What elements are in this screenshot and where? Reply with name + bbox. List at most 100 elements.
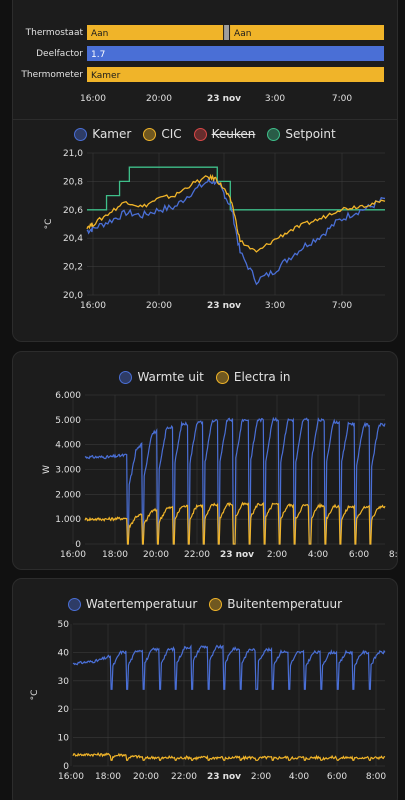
y-tick-label: 20,2 [63, 263, 83, 273]
water-temperature-chart[interactable]: 50 40 30 20 10 016:00 18:00 20:00 22:00 23 nov 2:0… [13, 579, 398, 800]
x-tick-label: 18:00 [102, 550, 128, 560]
chart1-legend: Kamer CIC Keuken Setpoint [13, 127, 397, 141]
x-tick-label: 22:00 [184, 550, 210, 560]
y-axis-label: °C [44, 219, 54, 230]
y-tick-label: 20,0 [63, 291, 83, 301]
x-tick-label: 20:00 [133, 772, 159, 782]
timeline-tick-label: 16:00 [80, 94, 106, 104]
y-tick-label: 5.000 [55, 416, 81, 426]
x-tick-label: 16:00 [80, 301, 106, 311]
legend-label: CIC [161, 127, 182, 141]
power-chart[interactable]: 6.000 5.000 4.000 3.000 2.000 1.000 016:00 18:0… [13, 352, 398, 570]
timeline-segment [224, 25, 230, 40]
timeline-segment-label: Kamer [91, 71, 121, 81]
series-line-cic [86, 173, 386, 253]
y-tick-label: 6.000 [55, 391, 81, 401]
series-line-electra-in [84, 501, 386, 545]
x-tick-label: 23 nov [207, 772, 241, 782]
y-tick-label: 20 [58, 705, 70, 715]
legend-item-warmte-uit[interactable]: Warmte uit [119, 370, 204, 384]
y-tick-label: 0 [63, 762, 69, 772]
legend-dot-icon [267, 127, 281, 141]
timeline-segment-label: Aan [234, 29, 251, 39]
timeline-tick-label: 7:00 [332, 94, 352, 104]
timeline-segment-label: Aan [91, 29, 108, 39]
legend-dot-icon [74, 127, 88, 141]
y-tick-label: 21,0 [63, 149, 83, 159]
chart3-legend: Watertemperatuur Buitentemperatuur [13, 597, 397, 611]
legend-dot-icon [143, 127, 157, 141]
y-tick-label: 20,8 [63, 177, 83, 187]
timeline-segment [87, 46, 384, 61]
y-tick-label: 4.000 [55, 441, 81, 451]
y-tick-label: 1.000 [55, 515, 81, 525]
x-tick-label: 23 nov [207, 301, 241, 311]
legend-item-electra-in[interactable]: Electra in [215, 370, 291, 384]
x-tick-label: 4:00 [289, 772, 309, 782]
timeline-segment [230, 25, 384, 40]
y-tick-label: 50 [58, 620, 70, 630]
timeline-row-label: Thermometer [20, 70, 83, 80]
timeline-row-label: Thermostaat [25, 28, 84, 38]
legend-label: Buitentemperatuur [227, 597, 343, 611]
legend-label: Electra in [233, 370, 291, 384]
legend-item-kamer[interactable]: Kamer [74, 127, 131, 141]
x-tick-label: 22:00 [171, 772, 197, 782]
y-axis-label: W [42, 465, 52, 474]
timeline-segment [87, 25, 224, 40]
legend-label: Keuken [211, 127, 256, 141]
x-tick-label: 6:00 [349, 550, 369, 560]
x-tick-label: 6:00 [327, 772, 347, 782]
timeline-row-label: Deelfactor [36, 49, 83, 59]
x-tick-label: 7:00 [332, 301, 352, 311]
y-tick-label: 20,6 [63, 206, 83, 216]
x-tick-label: 20:00 [143, 550, 169, 560]
power-card: Warmte uit Electra in 6.000 5.000 4.000 3.00… [12, 351, 398, 570]
y-tick-label: 0 [75, 540, 81, 550]
x-tick-label: 20:00 [146, 301, 172, 311]
legend-dot-icon [215, 370, 229, 384]
legend-item-keuken[interactable]: Keuken [193, 127, 256, 141]
timeline-tick-label: 20:00 [146, 94, 172, 104]
y-tick-label: 10 [58, 734, 70, 744]
legend-item-cic[interactable]: CIC [143, 127, 182, 141]
y-tick-label: 2.000 [55, 490, 81, 500]
card-divider [13, 119, 397, 120]
series-line-watertemperatuur [72, 644, 386, 690]
series-line-setpoint [87, 166, 385, 211]
thermostat-card: Thermostaat Aan Aan Deelfactor 1.7 Thermomete… [12, 0, 398, 342]
legend-label: Watertemperatuur [85, 597, 198, 611]
y-tick-label: 30 [58, 677, 70, 687]
legend-label: Warmte uit [137, 370, 204, 384]
series-line-buitentemperatuur [72, 751, 386, 761]
x-tick-label: 16:00 [58, 772, 84, 782]
y-axis-label: °C [30, 690, 40, 701]
y-tick-label: 40 [58, 648, 70, 658]
timeline-segment-label: 1.7 [91, 50, 105, 60]
x-tick-label: 2:00 [267, 550, 287, 560]
x-tick-label: 4:00 [308, 550, 328, 560]
legend-item-watertemperatuur[interactable]: Watertemperatuur [67, 597, 198, 611]
legend-dot-icon [67, 597, 81, 611]
legend-item-buitentemperatuur[interactable]: Buitentemperatuur [209, 597, 342, 611]
legend-item-setpoint[interactable]: Setpoint [267, 127, 336, 141]
x-tick-label: 2:00 [251, 772, 271, 782]
timeline-tick-label: 23 nov [207, 94, 241, 104]
water-temperature-card: Watertemperatuur Buitentemperatuur 50 40 30… [12, 578, 398, 800]
y-tick-label: 3.000 [55, 466, 81, 476]
timeline-chart: Thermostaat Aan Aan Deelfactor 1.7 Thermomete… [20, 25, 384, 104]
series-line-kamer [86, 177, 386, 286]
x-tick-label: 8:00 [389, 550, 398, 560]
legend-dot-icon [209, 597, 223, 611]
temperature-chart[interactable]: 21,020,820,620,420,220,016:00 20:00 23 nov… [13, 0, 398, 342]
legend-label: Kamer [92, 127, 132, 141]
x-tick-label: 3:00 [265, 301, 285, 311]
timeline-tick-label: 3:00 [265, 94, 285, 104]
chart2-legend: Warmte uit Electra in [13, 370, 397, 384]
x-tick-label: 8:00 [366, 772, 386, 782]
x-tick-label: 23 nov [220, 550, 254, 560]
legend-label: Setpoint [285, 127, 336, 141]
x-tick-label: 16:00 [60, 550, 86, 560]
y-tick-label: 20,4 [63, 234, 83, 244]
timeline-segment [87, 67, 384, 82]
